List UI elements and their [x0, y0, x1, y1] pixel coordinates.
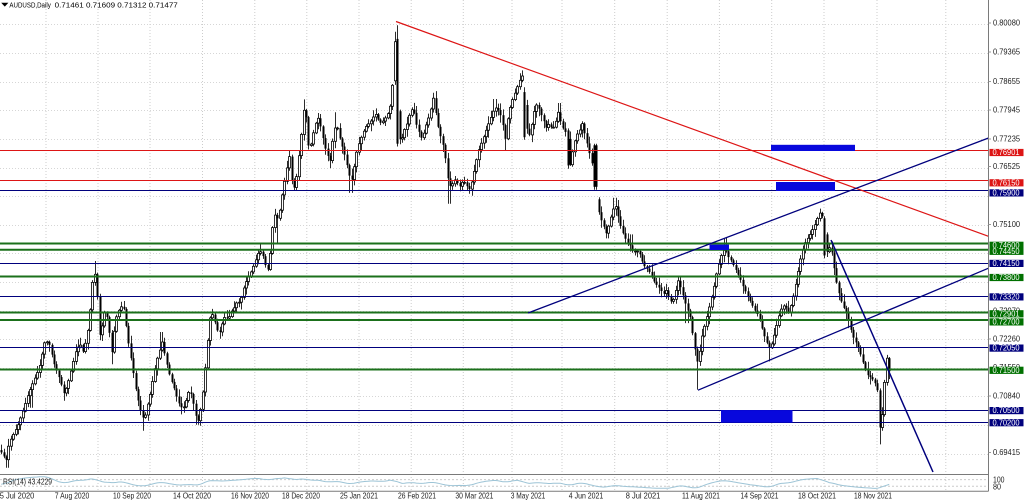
svg-text:18 Nov 2021: 18 Nov 2021: [854, 492, 892, 501]
svg-text:0.74600: 0.74600: [993, 241, 1021, 250]
svg-text:0.76901: 0.76901: [993, 148, 1021, 157]
svg-text:80: 80: [993, 482, 1001, 491]
svg-text:3 May 2021: 3 May 2021: [511, 492, 546, 501]
svg-text:0.73320: 0.73320: [993, 293, 1021, 302]
svg-text:100: 100: [993, 476, 1005, 485]
svg-text:0.74450: 0.74450: [993, 247, 1021, 256]
svg-text:RSI(14) 43.4229: RSI(14) 43.4229: [3, 477, 52, 486]
svg-text:14 Sep 2021: 14 Sep 2021: [741, 492, 779, 501]
svg-text:0.72260: 0.72260: [993, 335, 1021, 344]
svg-text:14 Oct 2020: 14 Oct 2020: [173, 492, 211, 501]
svg-text:0.71461 0.71609 0.71312 0.7147: 0.71461 0.71609 0.71312 0.71477: [55, 0, 178, 9]
svg-text:25 Jan 2021: 25 Jan 2021: [340, 492, 378, 501]
svg-text:26 Feb 2021: 26 Feb 2021: [398, 492, 436, 501]
svg-text:11 Aug 2021: 11 Aug 2021: [682, 492, 720, 501]
svg-text:0.75900: 0.75900: [993, 189, 1021, 198]
svg-text:30 Mar 2021: 30 Mar 2021: [455, 492, 493, 501]
svg-text:0.77945: 0.77945: [993, 106, 1021, 115]
svg-text:0.79365: 0.79365: [993, 48, 1021, 57]
svg-text:0.73800: 0.73800: [993, 273, 1021, 282]
svg-text:0.70500: 0.70500: [993, 406, 1021, 415]
svg-text:18 Dec 2020: 18 Dec 2020: [282, 492, 320, 501]
svg-text:0.78655: 0.78655: [993, 77, 1021, 86]
svg-text:0.72700: 0.72700: [993, 318, 1021, 327]
svg-text:0.72050: 0.72050: [993, 344, 1021, 353]
svg-text:0.80080: 0.80080: [993, 19, 1021, 28]
svg-text:AUDUSD,Daily: AUDUSD,Daily: [9, 0, 51, 9]
svg-text:10 Sep 2020: 10 Sep 2020: [113, 492, 151, 501]
svg-text:5 Jul 2020: 5 Jul 2020: [0, 492, 35, 501]
svg-text:0.74150: 0.74150: [993, 259, 1021, 268]
svg-text:0.76150: 0.76150: [993, 178, 1021, 187]
svg-text:0.71500: 0.71500: [993, 366, 1021, 375]
svg-text:4 Jun 2021: 4 Jun 2021: [569, 492, 604, 501]
svg-text:18 Oct 2021: 18 Oct 2021: [798, 492, 836, 501]
svg-text:16 Nov 2020: 16 Nov 2020: [231, 492, 269, 501]
svg-text:0.69415: 0.69415: [993, 448, 1021, 457]
svg-text:0.75100: 0.75100: [993, 220, 1021, 229]
svg-text:0.77235: 0.77235: [993, 135, 1021, 144]
svg-text:0.76525: 0.76525: [993, 162, 1021, 171]
svg-text:7 Aug 2020: 7 Aug 2020: [55, 492, 90, 501]
svg-text:0.70200: 0.70200: [993, 418, 1021, 427]
svg-text:8 Jul 2021: 8 Jul 2021: [626, 492, 661, 501]
svg-text:0.72901: 0.72901: [993, 309, 1021, 318]
svg-text:0.70840: 0.70840: [993, 392, 1021, 401]
